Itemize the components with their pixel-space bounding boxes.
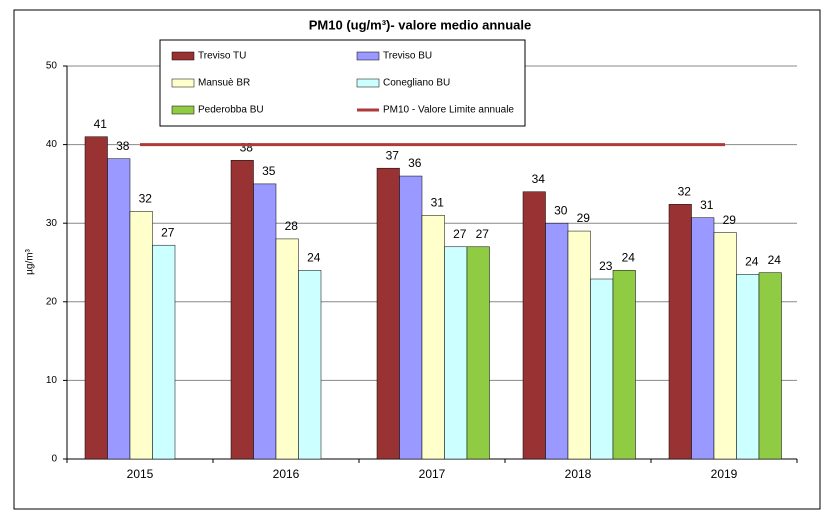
bar bbox=[376, 167, 400, 460]
legend-label: Treviso BU bbox=[383, 51, 432, 62]
x-tick-label: 2016 bbox=[273, 467, 300, 481]
x-tick-label: 2018 bbox=[565, 467, 592, 481]
legend-swatch bbox=[356, 78, 380, 88]
data-label: 32 bbox=[139, 192, 153, 206]
y-tick-label: 40 bbox=[46, 139, 58, 150]
data-label: 41 bbox=[94, 117, 108, 131]
data-label: 35 bbox=[262, 164, 276, 178]
data-label: 34 bbox=[532, 172, 546, 186]
bar bbox=[298, 270, 322, 460]
bar bbox=[713, 232, 737, 460]
x-tick-label: 2017 bbox=[419, 467, 446, 481]
bar bbox=[590, 278, 614, 460]
bar bbox=[230, 160, 254, 460]
y-axis-label: µg/m³ bbox=[25, 248, 36, 274]
data-label: 27 bbox=[453, 227, 467, 241]
y-tick-label: 20 bbox=[46, 296, 58, 307]
y-tick-label: 10 bbox=[46, 375, 58, 386]
legend-label: Conegliano BU bbox=[383, 78, 450, 89]
chart-title: PM10 (ug/m³)- valore medio annuale bbox=[309, 17, 532, 32]
bar bbox=[129, 211, 153, 460]
legend-box bbox=[159, 39, 526, 127]
bar bbox=[466, 246, 490, 460]
data-label: 27 bbox=[476, 227, 490, 241]
legend-swatch bbox=[356, 51, 380, 61]
data-label: 23 bbox=[599, 259, 613, 273]
legend-swatch bbox=[171, 105, 195, 115]
bar bbox=[691, 217, 715, 460]
data-label: 29 bbox=[723, 213, 737, 227]
data-label: 32 bbox=[678, 185, 692, 199]
data-label: 27 bbox=[161, 225, 175, 239]
x-tick-label: 2015 bbox=[127, 467, 154, 481]
data-label: 31 bbox=[700, 198, 714, 212]
data-label: 24 bbox=[768, 253, 782, 267]
bar bbox=[275, 238, 299, 460]
legend-label: Mansuè BR bbox=[198, 78, 250, 89]
bar bbox=[107, 158, 131, 460]
data-label: 28 bbox=[285, 219, 299, 233]
bar bbox=[522, 191, 546, 460]
legend-swatch bbox=[171, 78, 195, 88]
bar bbox=[253, 183, 277, 460]
bar bbox=[545, 222, 569, 460]
legend-label: PM10 - Valore Limite annuale bbox=[383, 105, 514, 116]
bar bbox=[84, 136, 108, 460]
data-label: 24 bbox=[745, 254, 759, 268]
bar bbox=[668, 204, 692, 460]
y-tick-label: 30 bbox=[46, 218, 58, 229]
bar bbox=[421, 215, 445, 460]
y-tick-label: 50 bbox=[46, 61, 58, 72]
data-label: 31 bbox=[431, 196, 445, 210]
data-label: 38 bbox=[116, 139, 130, 153]
bar bbox=[736, 274, 760, 460]
data-label: 24 bbox=[622, 251, 636, 265]
data-label: 37 bbox=[386, 148, 400, 162]
bar bbox=[399, 175, 423, 460]
legend-label: Treviso TU bbox=[198, 51, 246, 62]
bar bbox=[152, 244, 176, 460]
y-tick-label: 0 bbox=[51, 454, 57, 465]
data-label: 30 bbox=[554, 203, 568, 217]
bar bbox=[612, 270, 636, 460]
bar bbox=[567, 230, 591, 460]
x-tick-label: 2019 bbox=[711, 467, 738, 481]
legend-label: Pederobba BU bbox=[198, 105, 264, 116]
data-label: 29 bbox=[577, 211, 591, 225]
bar bbox=[444, 246, 468, 460]
bar bbox=[758, 272, 782, 460]
data-label: 38 bbox=[240, 140, 254, 154]
data-label: 36 bbox=[408, 156, 422, 170]
legend-swatch bbox=[171, 51, 195, 61]
data-label: 24 bbox=[307, 251, 321, 265]
